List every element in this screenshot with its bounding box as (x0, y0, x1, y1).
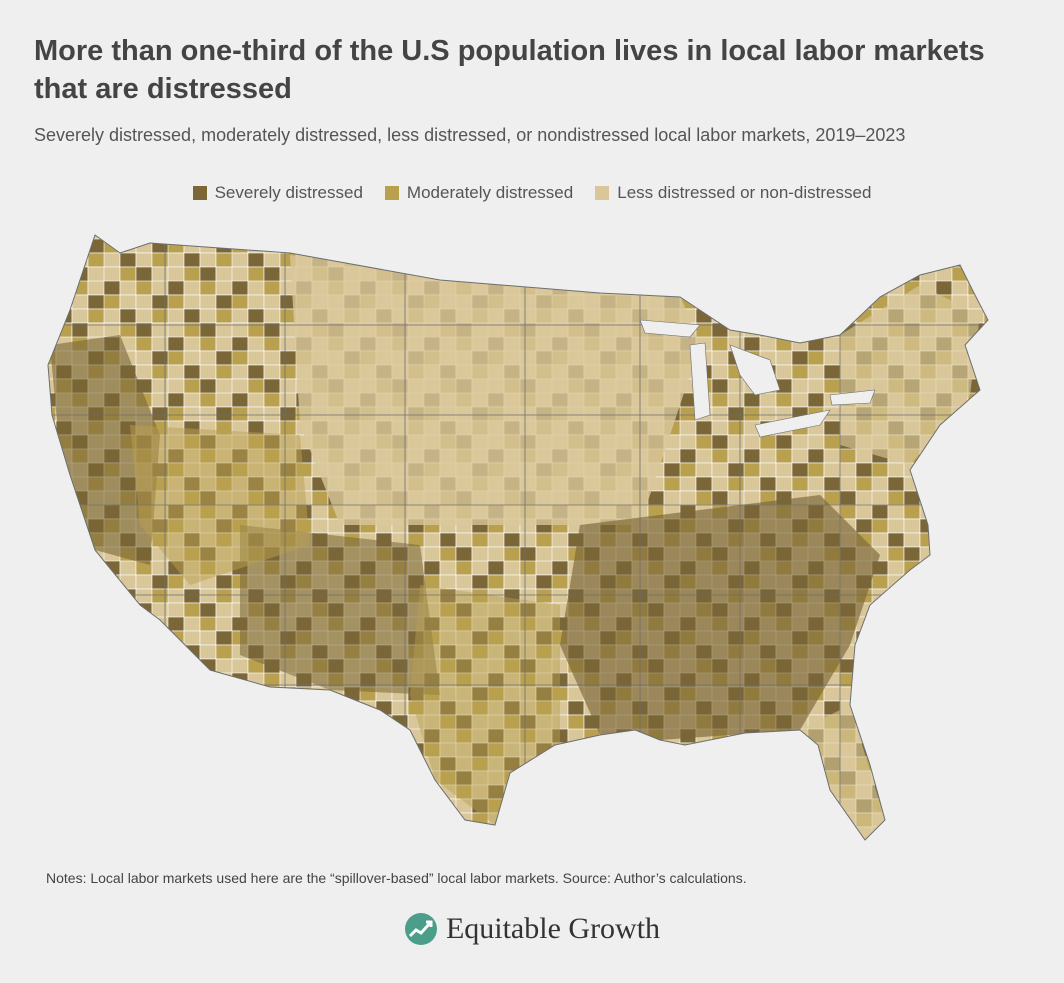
legend-swatch-less (595, 186, 610, 200)
legend-swatch-severe (192, 186, 207, 200)
great-lakes (639, 319, 876, 438)
brand: Equitable Growth (0, 912, 1064, 946)
legend-label-moderate: Moderately distressed (406, 183, 574, 202)
legend-swatch-moderate (384, 186, 399, 200)
brand-name: Equitable Growth (445, 912, 661, 945)
notes: Notes: Local labor markets used here are… (46, 870, 747, 886)
us-distress-map (47, 234, 989, 841)
legend-item-severe: Severely distressed (192, 183, 363, 203)
legend-label-less: Less distressed or non-distressed (617, 183, 872, 202)
growth-chart-logo-icon (404, 913, 437, 945)
us-outline (47, 234, 989, 841)
region-southwest-severe (240, 525, 440, 695)
legend: Severely distressed Moderately distresse… (0, 183, 1064, 203)
legend-item-less: Less distressed or non-distressed (595, 183, 871, 203)
chart-subtitle: Severely distressed, moderately distress… (34, 125, 906, 145)
region-northeast-less (840, 285, 980, 465)
region-plains-less (290, 255, 700, 525)
legend-label-severe: Severely distressed (214, 183, 363, 202)
chart-title: More than one-third of the U.S populatio… (34, 35, 985, 105)
region-florida-less (800, 705, 885, 840)
region-pacific-severe (50, 335, 160, 565)
legend-item-moderate: Moderately distressed (384, 183, 574, 203)
region-texas-moderate (410, 585, 560, 825)
